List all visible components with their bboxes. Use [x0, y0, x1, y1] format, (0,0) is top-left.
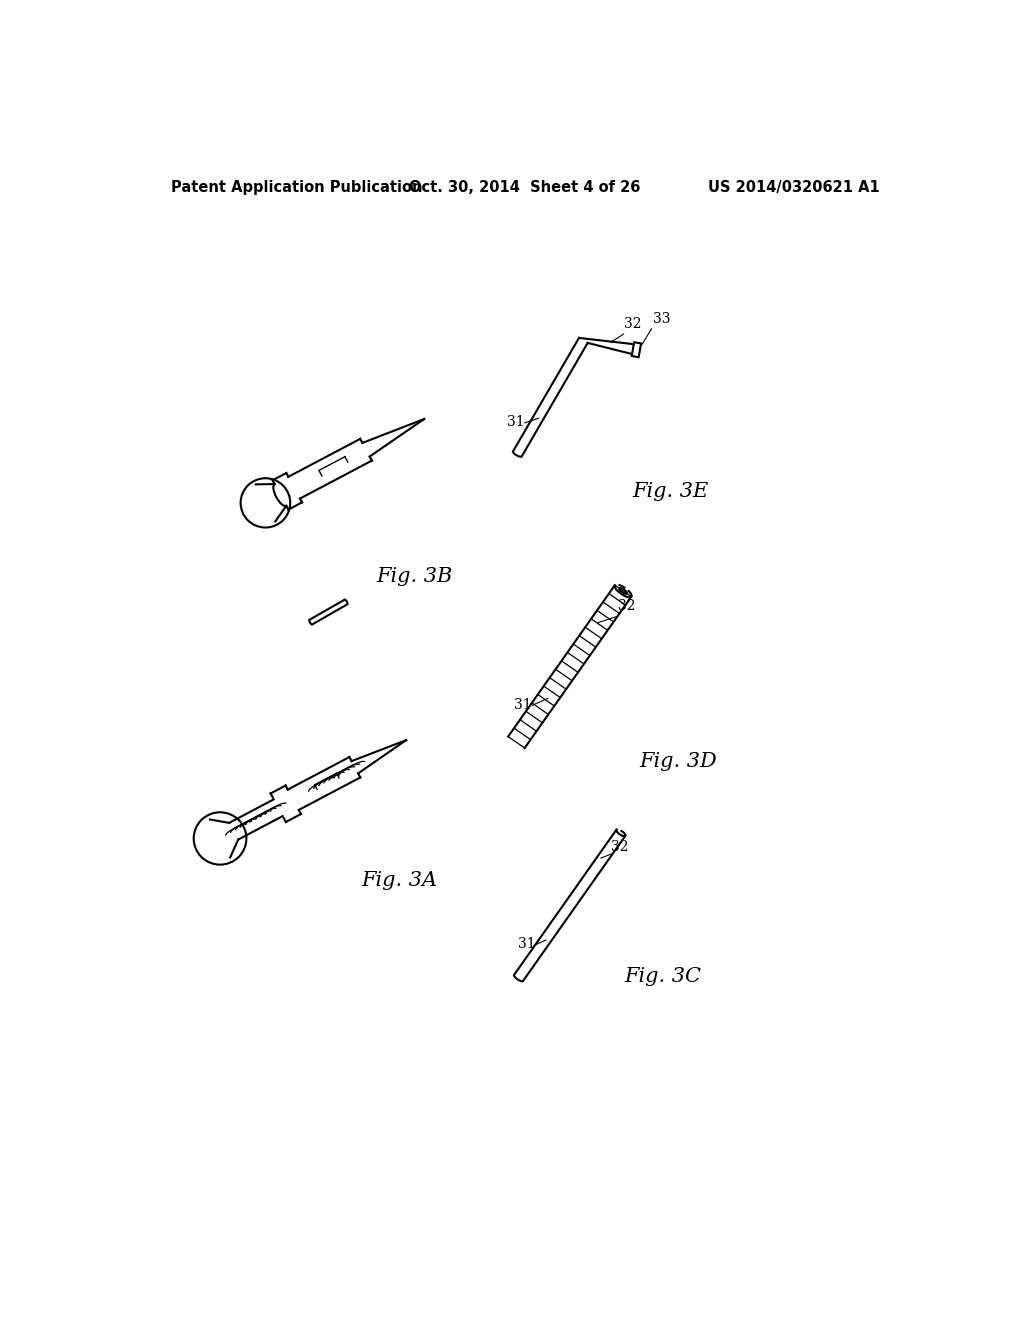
Text: 32: 32	[618, 599, 636, 614]
Text: Fig. 3E: Fig. 3E	[633, 482, 709, 502]
Text: Fig. 3B: Fig. 3B	[377, 566, 453, 586]
Text: Patent Application Publication: Patent Application Publication	[171, 180, 422, 195]
Text: Fig. 3C: Fig. 3C	[625, 968, 701, 986]
Text: 31: 31	[514, 698, 531, 713]
Text: US 2014/0320621 A1: US 2014/0320621 A1	[708, 180, 880, 195]
Text: 31: 31	[518, 937, 536, 950]
Text: 32: 32	[610, 840, 629, 854]
Text: Fig. 3A: Fig. 3A	[361, 871, 437, 890]
Text: Fig. 3D: Fig. 3D	[639, 751, 717, 771]
Text: 32: 32	[625, 317, 642, 331]
Text: 31: 31	[507, 414, 524, 429]
Text: 33: 33	[653, 313, 671, 326]
Text: Oct. 30, 2014  Sheet 4 of 26: Oct. 30, 2014 Sheet 4 of 26	[410, 180, 640, 195]
